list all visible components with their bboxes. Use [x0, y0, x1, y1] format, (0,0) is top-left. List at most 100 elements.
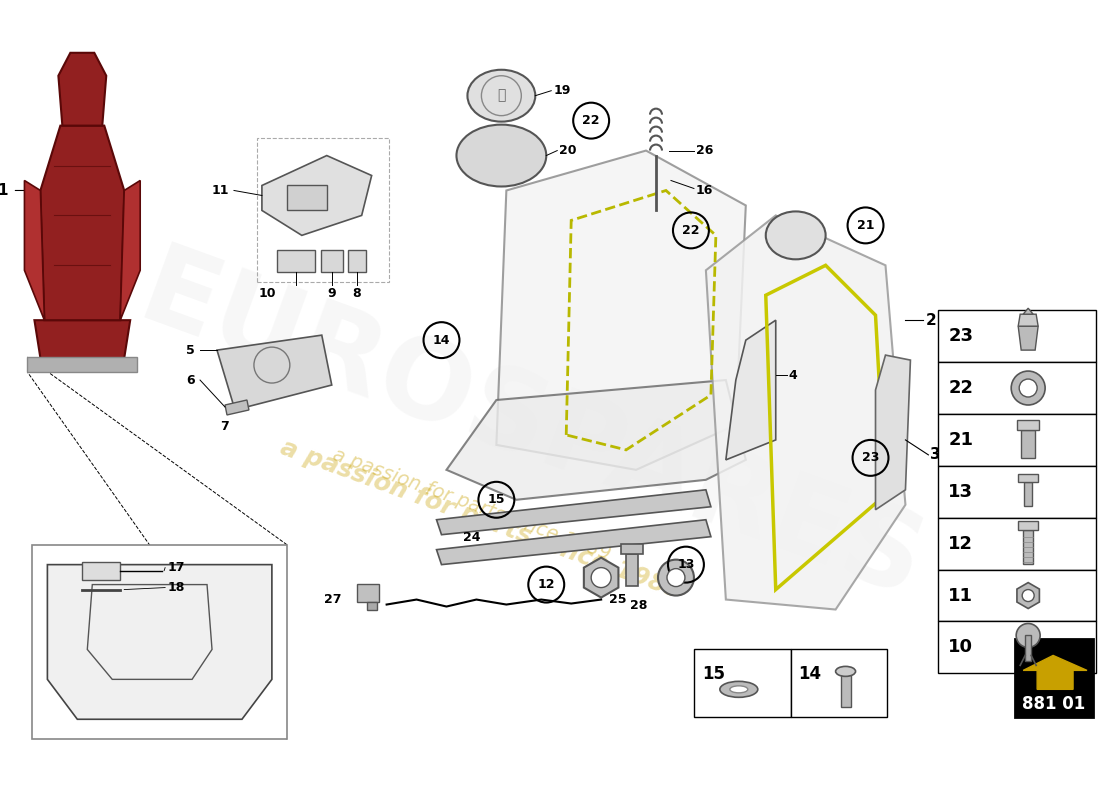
Text: a passion for parts since 1989: a passion for parts since 1989: [277, 436, 685, 604]
Bar: [938, 414, 1096, 466]
Bar: [1025, 635, 1031, 662]
Text: 7: 7: [221, 421, 230, 434]
Text: 24: 24: [463, 531, 481, 544]
Bar: [938, 362, 1096, 414]
Text: 15: 15: [702, 666, 725, 683]
Text: 11: 11: [211, 184, 229, 197]
Text: 25: 25: [609, 593, 627, 606]
Bar: [321, 250, 343, 272]
Polygon shape: [447, 380, 746, 500]
Polygon shape: [1019, 314, 1038, 326]
Bar: [840, 675, 850, 707]
Text: 20: 20: [559, 144, 576, 157]
Bar: [938, 622, 1096, 674]
Text: 17: 17: [167, 561, 185, 574]
Text: 27: 27: [324, 593, 342, 606]
Polygon shape: [262, 155, 372, 235]
Polygon shape: [1016, 582, 1040, 609]
Circle shape: [658, 560, 694, 595]
Polygon shape: [1019, 474, 1038, 482]
Text: 23: 23: [948, 327, 974, 345]
Bar: [694, 650, 791, 718]
Text: a passion for parts since 1989: a passion for parts since 1989: [330, 446, 613, 564]
Text: 15: 15: [487, 494, 505, 506]
Text: 26: 26: [696, 144, 713, 157]
Bar: [257, 138, 388, 282]
Text: 13: 13: [948, 482, 974, 501]
Bar: [28, 357, 138, 372]
Polygon shape: [437, 520, 711, 565]
Ellipse shape: [729, 686, 748, 693]
Bar: [938, 518, 1096, 570]
Bar: [1023, 530, 1033, 564]
Text: 12: 12: [538, 578, 556, 591]
Circle shape: [1022, 590, 1034, 602]
Ellipse shape: [836, 666, 856, 676]
Text: 16: 16: [696, 184, 713, 197]
Ellipse shape: [766, 211, 826, 259]
Polygon shape: [34, 320, 130, 358]
Text: 23: 23: [861, 451, 879, 464]
Text: 4: 4: [789, 369, 797, 382]
Bar: [277, 250, 315, 272]
Ellipse shape: [719, 682, 758, 698]
Polygon shape: [120, 181, 140, 320]
Circle shape: [1020, 379, 1037, 397]
Circle shape: [1016, 623, 1041, 647]
Polygon shape: [437, 490, 711, 534]
Text: 3: 3: [931, 447, 940, 462]
Ellipse shape: [468, 70, 536, 122]
Bar: [32, 545, 287, 739]
Bar: [287, 186, 327, 210]
Bar: [1024, 482, 1032, 506]
Text: 2: 2: [925, 313, 936, 328]
Polygon shape: [726, 320, 775, 460]
Text: 9: 9: [328, 286, 337, 300]
Bar: [1021, 430, 1035, 458]
Text: 12: 12: [948, 534, 974, 553]
Bar: [938, 570, 1096, 622]
Text: 14: 14: [432, 334, 450, 346]
Text: 881 01: 881 01: [1023, 695, 1086, 714]
Polygon shape: [1023, 308, 1033, 314]
Bar: [626, 554, 638, 586]
Text: 10: 10: [258, 286, 276, 300]
Text: 22: 22: [682, 224, 700, 237]
Polygon shape: [1023, 655, 1087, 690]
Text: 10: 10: [948, 638, 974, 657]
Text: 6: 6: [186, 374, 195, 386]
Bar: [938, 310, 1096, 362]
Text: 8: 8: [352, 286, 361, 300]
Polygon shape: [226, 400, 249, 415]
Polygon shape: [706, 215, 905, 610]
Polygon shape: [496, 150, 746, 470]
Text: 1: 1: [0, 183, 8, 198]
Text: 11: 11: [948, 586, 974, 605]
Circle shape: [667, 569, 685, 586]
Polygon shape: [24, 181, 44, 320]
Bar: [1015, 639, 1093, 718]
Text: 19: 19: [553, 84, 571, 98]
Text: 22: 22: [948, 379, 974, 397]
Text: 21: 21: [948, 431, 974, 449]
Circle shape: [591, 568, 612, 587]
Bar: [1018, 420, 1040, 430]
Text: 28: 28: [630, 599, 648, 612]
Text: EUROSPARES: EUROSPARES: [125, 238, 937, 622]
Bar: [621, 544, 643, 554]
Bar: [82, 562, 120, 579]
Polygon shape: [584, 558, 618, 598]
Polygon shape: [217, 335, 332, 410]
Text: 22: 22: [582, 114, 600, 127]
Polygon shape: [58, 53, 107, 126]
Text: 5: 5: [186, 344, 195, 357]
Polygon shape: [1019, 326, 1038, 350]
Ellipse shape: [456, 125, 547, 186]
Polygon shape: [876, 355, 911, 510]
Text: 21: 21: [857, 219, 874, 232]
Circle shape: [1011, 371, 1045, 405]
Polygon shape: [41, 126, 124, 320]
Text: 18: 18: [167, 581, 185, 594]
Bar: [356, 583, 378, 602]
Bar: [348, 250, 365, 272]
